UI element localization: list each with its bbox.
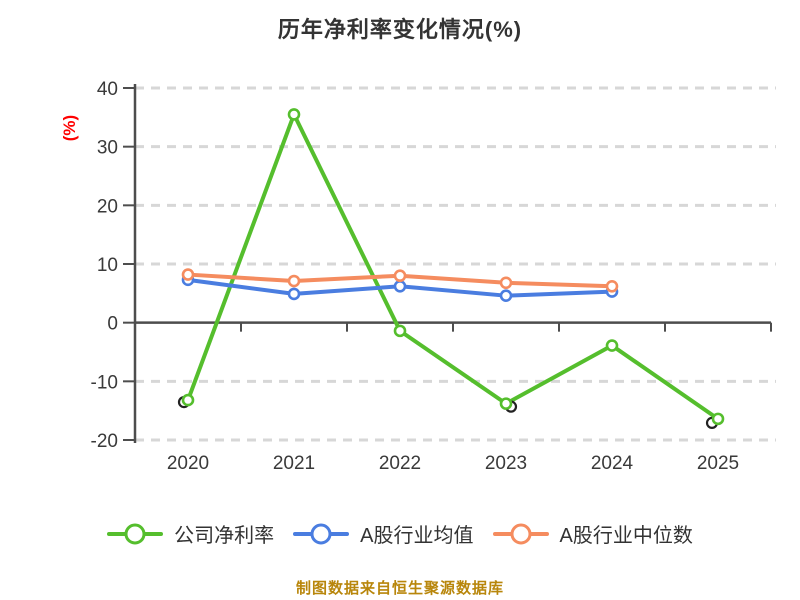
data-source-note: 制图数据来自恒生聚源数据库 (0, 577, 800, 598)
legend-label: A股行业均值 (360, 519, 473, 548)
company-net-margin-marker (183, 395, 193, 405)
plot-area: 40 30 20 10 0 -10 -20 2020 2021 2022 2023 2024 2025 (0, 0, 800, 600)
industry-median-line-swatch-icon (493, 532, 549, 536)
x-tick-label: 2021 (273, 453, 315, 474)
x-tick-label: 2020 (167, 453, 209, 474)
legend-item-industry-median: A股行业中位数 (493, 519, 693, 548)
company-net-margin-marker (713, 414, 723, 424)
industry-mean-marker (501, 291, 511, 301)
chart-legend: 公司净利率 A股行业均值 A股行业中位数 (0, 519, 800, 548)
company-net-margin-line (188, 114, 718, 418)
legend-label: A股行业中位数 (560, 519, 693, 548)
company-net-margin-marker (289, 109, 299, 119)
y-tick-label: -20 (91, 431, 118, 452)
industry-median-marker (501, 278, 511, 288)
x-tick-label: 2022 (379, 453, 421, 474)
y-tick-label: 40 (97, 79, 118, 100)
industry-median-marker (289, 276, 299, 286)
y-tick-label: 30 (97, 138, 118, 159)
industry-mean-marker (395, 281, 405, 291)
x-tick-label: 2023 (485, 453, 527, 474)
industry-median-marker (395, 271, 405, 281)
company-line-swatch-icon (107, 532, 163, 536)
legend-label: 公司净利率 (174, 519, 274, 548)
industry-mean-marker (289, 289, 299, 299)
company-net-margin-marker (395, 326, 405, 336)
company-net-margin-marker (607, 341, 617, 351)
legend-item-industry-mean: A股行业均值 (293, 519, 473, 548)
x-tick-label: 2024 (591, 453, 634, 474)
industry-mean-line-swatch-icon (293, 532, 349, 536)
net-margin-chart: 历年净利率变化情况(%) (%) 403020100-10-2020202021… (0, 0, 800, 600)
company-net-margin-marker (501, 399, 511, 409)
legend-item-company-net-margin: 公司净利率 (107, 519, 274, 548)
y-tick-label: 10 (97, 255, 118, 276)
industry-median-marker (607, 281, 617, 291)
x-tick-label: 2025 (697, 453, 739, 474)
y-tick-label: 0 (107, 314, 118, 335)
industry-median-marker (183, 270, 193, 280)
y-tick-label: 20 (97, 196, 118, 217)
y-tick-label: -10 (91, 372, 118, 393)
